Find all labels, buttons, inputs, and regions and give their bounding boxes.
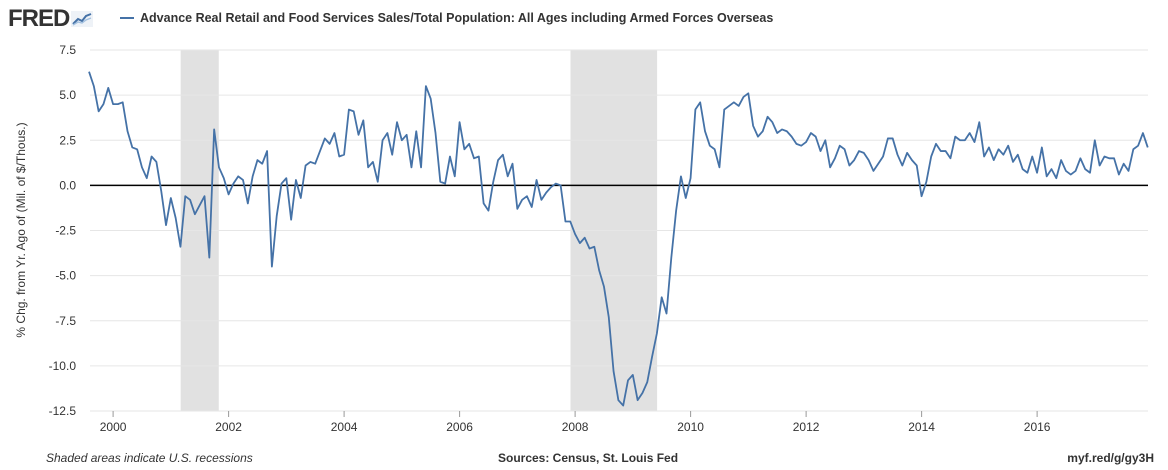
series-layer xyxy=(88,71,1149,407)
short-url-link[interactable]: myf.red/g/gy3H xyxy=(1067,451,1154,465)
y-tick-label: -12.5 xyxy=(49,404,77,418)
y-axis-label: % Chg. from Yr. Ago of (Mil. of $/Thous.… xyxy=(14,122,28,337)
y-tick-label: -10.0 xyxy=(49,359,77,373)
x-tick-label: 2014 xyxy=(908,420,935,434)
y-axis-ticks: 7.5 5.0 2.5 0.0 -2.5 -5.0 -7.5 -10.0 -12.5 xyxy=(49,43,77,418)
series-line xyxy=(88,71,1149,407)
legend-label: Advance Real Retail and Food Services Sa… xyxy=(140,11,774,25)
y-tick-label: 2.5 xyxy=(59,133,76,147)
legend-swatch xyxy=(120,17,134,19)
x-tick-label: 2004 xyxy=(331,420,358,434)
line-chart: 7.55.02.50.0-2.5-5.0-7.5-10.0-12.5 2000 2… xyxy=(14,43,1149,434)
y-tick-label: 7.5 xyxy=(59,43,76,57)
y-tick-label: -2.5 xyxy=(55,224,76,238)
chart-legend: Advance Real Retail and Food Services Sa… xyxy=(120,11,773,25)
recession-note: Shaded areas indicate U.S. recessions xyxy=(46,451,253,465)
x-tick-label: 2006 xyxy=(446,420,473,434)
x-tick-label: 2002 xyxy=(215,420,242,434)
x-axis-ticks: 2000 2002 2004 2006 2008 2010 2012 2014 2016 xyxy=(100,411,1051,434)
sources-note: Sources: Census, St. Louis Fed xyxy=(498,451,679,465)
y-tick-label: 0.0 xyxy=(59,178,76,192)
fred-wordmark: FRED xyxy=(8,5,70,32)
x-tick-label: 2000 xyxy=(100,420,127,434)
x-tick-label: 2012 xyxy=(793,420,820,434)
x-tick-label: 2008 xyxy=(562,420,589,434)
y-tick-label: -7.5 xyxy=(55,314,76,328)
fred-logo: FRED xyxy=(8,4,94,34)
y-tick-label: -5.0 xyxy=(55,269,76,283)
x-tick-label: 2010 xyxy=(677,420,704,434)
y-tick-label: 5.0 xyxy=(59,88,76,102)
trend-line-icon xyxy=(71,11,94,27)
x-tick-label: 2016 xyxy=(1024,420,1051,434)
